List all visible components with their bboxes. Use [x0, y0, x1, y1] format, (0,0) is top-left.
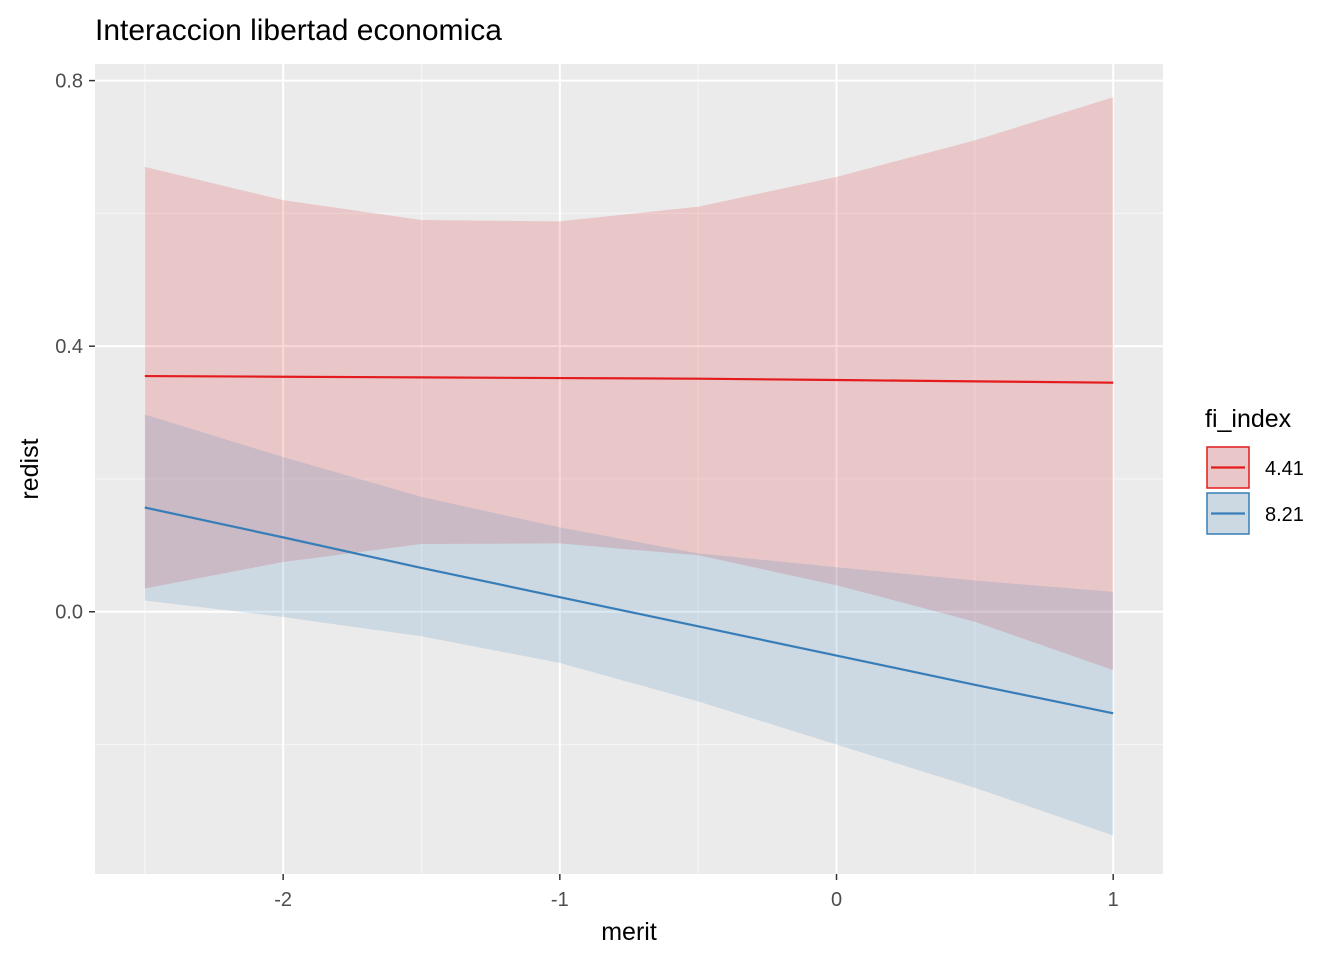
x-axis: -2 -1 0 1	[274, 874, 1119, 911]
ribbon-series-2	[144, 414, 1114, 836]
line-series-2	[144, 506, 1114, 715]
minor-gridlines	[95, 64, 1163, 874]
line-series-1	[144, 374, 1114, 384]
y-axis-title: redist	[16, 438, 44, 499]
x-axis-title: merit	[601, 918, 657, 946]
y-tick-label: 0.0	[55, 602, 83, 624]
confidence-ribbons	[144, 97, 1114, 836]
legend-title: fi_index	[1205, 405, 1292, 433]
ribbon-series-1	[144, 97, 1114, 671]
chart-title: Interaccion libertad economica	[95, 14, 502, 47]
legend-label: 8.21	[1265, 504, 1304, 526]
plot-panel	[95, 64, 1163, 874]
legend-label: 4.41	[1265, 458, 1304, 480]
y-axis: 0.0 0.4 0.8	[55, 71, 95, 624]
x-tick-label: -1	[551, 889, 569, 911]
y-tick-label: 0.8	[55, 71, 83, 93]
x-tick-label: 0	[831, 889, 842, 911]
x-tick-label: 1	[1108, 889, 1119, 911]
series-lines	[144, 374, 1114, 715]
y-tick-label: 0.4	[55, 336, 83, 358]
major-gridlines	[95, 64, 1163, 874]
legend: fi_index 4.41 8.21	[1205, 405, 1304, 535]
x-tick-label: -2	[274, 889, 292, 911]
